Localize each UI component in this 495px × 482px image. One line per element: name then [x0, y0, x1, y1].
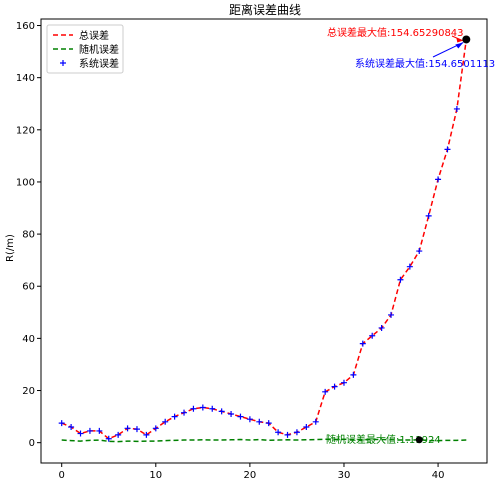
series-point-plus [199, 404, 206, 411]
legend-swatch-3 [60, 60, 66, 66]
series-point-plus [275, 429, 282, 436]
series-point-plus [435, 176, 442, 183]
series-point-plus [388, 311, 395, 318]
series-line-2 [61, 438, 467, 443]
chart-title: 距离误差曲线 [229, 2, 301, 17]
series-point-plus [115, 431, 122, 438]
series-point-plus [209, 405, 216, 412]
series-point-plus [181, 409, 188, 416]
series-point-plus [228, 410, 235, 417]
annotation-total-max: 总误差最大值:154.65290843 [327, 26, 464, 39]
annotation-arrowhead-total [456, 37, 464, 43]
series-point-plus [58, 420, 65, 427]
x-tick-label: 0 [59, 470, 65, 481]
series-point-plus [322, 388, 329, 395]
series-point-plus [444, 146, 451, 153]
plot-frame [40, 18, 488, 464]
series-point-plus [68, 424, 75, 431]
y-tick-label: 0 [29, 438, 35, 449]
annotation-arrowhead-system [455, 42, 464, 49]
y-tick-label: 60 [22, 282, 35, 293]
legend-box [46, 24, 124, 74]
series-point-plus [256, 418, 263, 425]
x-tick-label: 40 [432, 470, 445, 481]
series-point-plus [265, 420, 272, 427]
series-point-plus [218, 408, 225, 415]
series-point-plus [340, 379, 347, 386]
series-point-plus [284, 431, 291, 438]
series-point-plus [303, 424, 310, 431]
series-point-plus [162, 418, 169, 425]
series-point-plus [397, 276, 404, 283]
series-line-1 [61, 39, 468, 440]
y-tick-label: 80 [22, 230, 35, 241]
random-max-point-marker [415, 436, 423, 444]
x-tick-label: 20 [244, 470, 257, 481]
plot-area: 0 10 20 30 40 0 20 40 60 80 100 120 140 160 总误差最大值:154… [16, 18, 495, 481]
legend-label-1: 总误差 [79, 29, 109, 42]
series-point-plus [246, 416, 253, 423]
y-tick-label: 120 [16, 125, 35, 136]
series-point-plus [425, 212, 432, 219]
series-point-plus [124, 425, 131, 432]
series-point-plus [143, 431, 150, 438]
series-point-plus [171, 413, 178, 420]
series-point-plus [359, 340, 366, 347]
series-point-plus [350, 371, 357, 378]
x-tick-label: 10 [149, 470, 162, 481]
x-tick-label: 30 [338, 470, 351, 481]
y-tick-label: 100 [16, 177, 35, 188]
series-point-plus [190, 405, 197, 412]
legend-label-3: 系统误差 [79, 57, 119, 70]
series-point-plus [96, 427, 103, 434]
series-point-plus [77, 430, 84, 437]
y-tick-label: 140 [16, 73, 35, 84]
series-point-plus [312, 418, 319, 425]
series-point-plus [453, 105, 460, 112]
annotation-random-max: 随机误差最大值:1.11924 [326, 433, 441, 446]
series-point-plus [237, 413, 244, 420]
series-point-plus [105, 435, 112, 442]
series-point-plus [152, 425, 159, 432]
annotation-system-max: 系统误差最大值:154.65011133 [355, 57, 495, 70]
y-axis-label: R(/m) [5, 234, 16, 262]
series-point-plus [293, 429, 300, 436]
series-point-plus [378, 324, 385, 331]
max-point-marker [462, 35, 471, 44]
y-tick-label: 160 [16, 21, 35, 32]
series-point-plus [369, 332, 376, 339]
y-tick-label: 40 [22, 334, 35, 345]
series-point-plus [331, 383, 338, 390]
series-point-plus [416, 248, 423, 255]
series-point-plus [86, 427, 93, 434]
legend-label-2: 随机误差 [79, 43, 119, 56]
y-tick-label: 20 [22, 386, 35, 397]
series-point-plus [406, 263, 413, 270]
series-point-plus [133, 426, 140, 433]
